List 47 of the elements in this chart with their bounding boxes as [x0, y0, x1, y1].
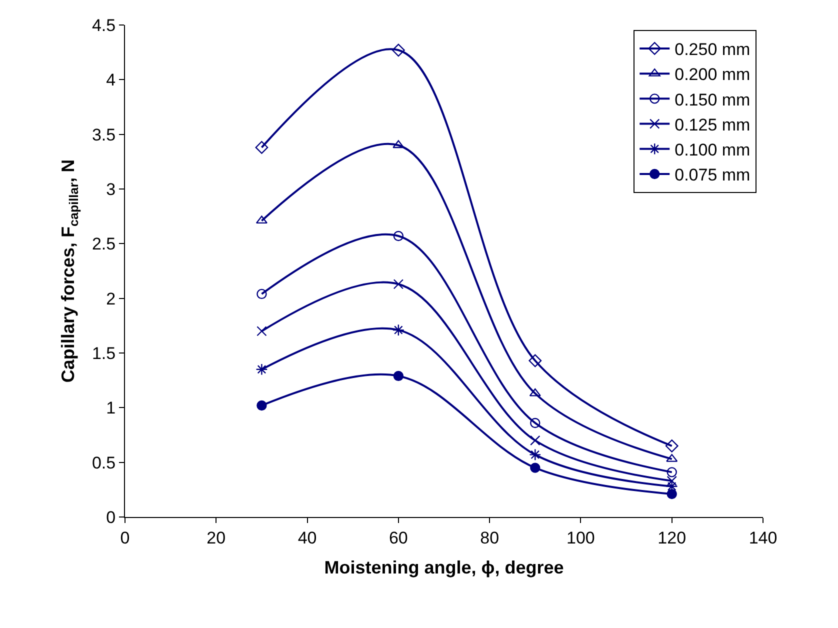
- y-tick-label: 4.5: [92, 16, 116, 35]
- legend-label: 0.100 mm: [674, 140, 750, 160]
- y-tick-label: 2.5: [92, 234, 116, 254]
- y-tick-label: 3.5: [92, 125, 116, 144]
- y-tick-label: 0: [106, 508, 116, 527]
- point: [256, 326, 267, 336]
- x-tick-label: 100: [566, 528, 595, 548]
- point: [529, 388, 541, 396]
- point: [392, 44, 405, 57]
- point: [256, 288, 267, 300]
- legend-label: 0.250 mm: [674, 40, 750, 60]
- point: [255, 141, 268, 154]
- legend-label: 0.150 mm: [674, 90, 750, 110]
- point: [530, 418, 540, 428]
- point: [393, 279, 404, 290]
- x-tick-label: 120: [658, 528, 686, 548]
- y-tick-label: 4: [106, 70, 116, 90]
- point: [393, 230, 404, 242]
- point: [666, 467, 677, 478]
- point: [665, 439, 678, 452]
- point: [666, 488, 677, 500]
- x-tick-label: 40: [298, 528, 317, 548]
- point: [529, 448, 542, 461]
- point: [393, 370, 404, 382]
- x-tick-label: 80: [480, 528, 500, 548]
- legend-label: 0.075 mm: [674, 166, 750, 185]
- x-tick-label: 140: [748, 528, 778, 548]
- y-tick-label: 1.5: [92, 344, 116, 363]
- point: [528, 354, 542, 368]
- x-tick-label: 60: [388, 528, 408, 548]
- point: [530, 462, 540, 473]
- x-axis-title: Moistening angle, ϕ, degree: [324, 558, 564, 578]
- point: [392, 140, 404, 148]
- y-tick-label: 0.5: [92, 453, 116, 472]
- x-tick-label: 20: [206, 528, 226, 548]
- y-tick-label: 1: [106, 398, 116, 418]
- y-tick-label: 2: [106, 289, 116, 308]
- legend-label: 0.200 mm: [674, 65, 750, 84]
- x-tick-label: 0: [120, 528, 130, 548]
- point: [666, 454, 678, 462]
- point: [666, 476, 677, 486]
- point: [256, 400, 267, 411]
- legend-label: 0.125 mm: [674, 115, 750, 134]
- point: [530, 435, 540, 446]
- y-tick-label: 3: [106, 180, 116, 199]
- point: [256, 363, 268, 376]
- point: [392, 324, 404, 336]
